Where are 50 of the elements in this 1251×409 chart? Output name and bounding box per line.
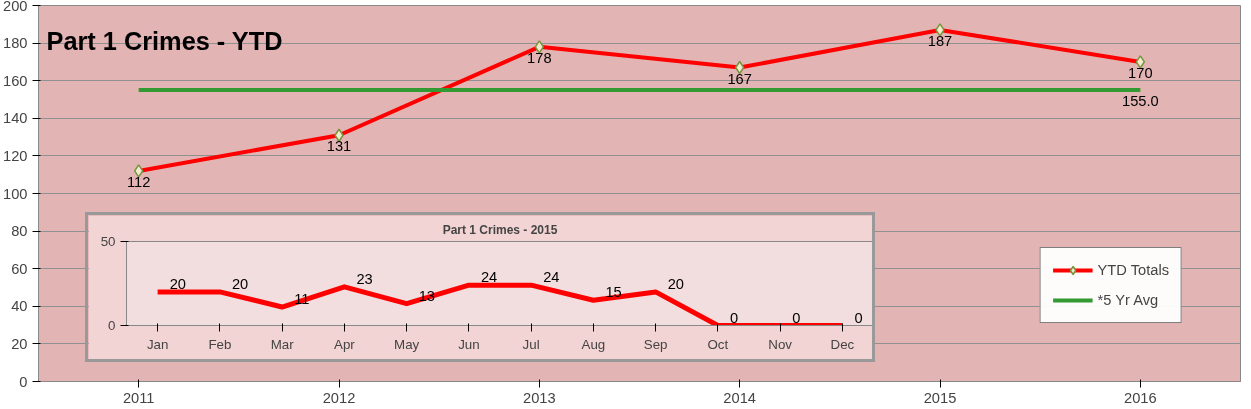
chart-title: Part 1 Crimes - 2015	[442, 222, 558, 237]
x-tick-label: Jul	[522, 336, 540, 352]
data-label: 23	[356, 270, 373, 287]
data-label: 24	[543, 269, 560, 286]
data-label: 20	[231, 275, 249, 292]
y-tick-label: 40	[11, 298, 28, 315]
y-tick-label: 0	[19, 373, 28, 390]
x-tick-label: Jun	[458, 336, 480, 352]
x-tick-label: Sep	[643, 336, 668, 352]
legend-label: *5 Yr Avg	[1097, 292, 1159, 308]
x-tick-label: Apr	[334, 336, 356, 352]
y-tick-label: 20	[11, 335, 28, 352]
data-label: 20	[667, 275, 684, 292]
x-tick-label: Mar	[270, 336, 295, 352]
data-label: 20	[169, 275, 186, 292]
data-label: 155.0	[1122, 93, 1159, 110]
text: Part 1 Crimes - YTD	[46, 26, 283, 55]
y-tick-label: 60	[11, 260, 28, 277]
data-label: 0	[729, 309, 739, 326]
y-tick-label: 120	[3, 147, 28, 164]
y-tick-label: 50	[100, 234, 116, 249]
data-label: 170	[1128, 64, 1153, 81]
y-tick-label: 100	[3, 185, 28, 202]
legend-label: YTD Totals	[1097, 262, 1169, 278]
data-label: 187	[927, 32, 953, 49]
y-tick-label: 140	[3, 110, 28, 127]
data-label: 131	[326, 138, 352, 155]
x-tick-label: Jan	[146, 336, 169, 352]
x-tick-label: Oct	[707, 336, 729, 352]
y-tick-label: 80	[11, 223, 28, 240]
x-tick-label: 2015	[923, 389, 957, 406]
y-tick-label: 180	[3, 35, 28, 52]
x-tick-label: Feb	[208, 336, 232, 352]
x-tick-label: 2011	[122, 389, 155, 406]
x-tick-label: 2016	[1124, 389, 1157, 406]
data-label: 24	[480, 269, 498, 286]
y-tick-label: 200	[3, 0, 28, 14]
x-tick-label: 2014	[723, 389, 756, 406]
x-tick-label: 2012	[322, 389, 356, 406]
data-label: 167	[727, 70, 752, 87]
x-tick-label: May	[394, 336, 420, 352]
x-tick-label: 2013	[523, 389, 556, 406]
x-tick-label: Nov	[768, 336, 793, 352]
data-label: 0	[792, 309, 801, 326]
data-label: 0	[854, 309, 863, 326]
y-tick-label: 160	[3, 72, 28, 89]
data-label: 178	[527, 49, 552, 66]
x-tick-label: Aug	[581, 336, 606, 352]
x-tick-label: Dec	[830, 336, 855, 352]
data-label: 112	[126, 173, 151, 190]
